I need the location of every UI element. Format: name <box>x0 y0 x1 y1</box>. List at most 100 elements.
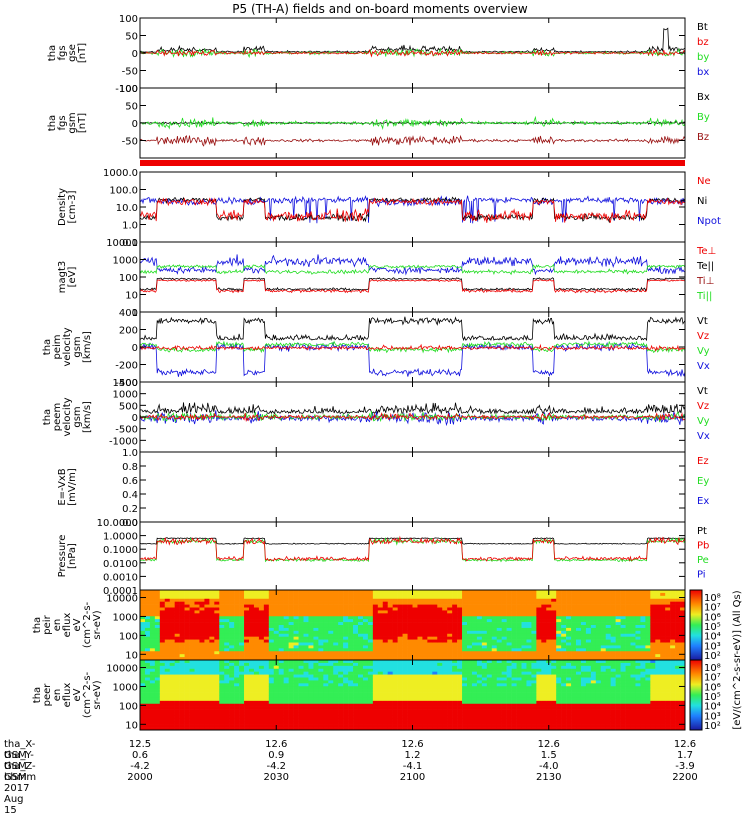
heatmap-cell <box>333 721 338 724</box>
heatmap-cell <box>507 701 512 704</box>
heatmap-cell <box>254 695 259 698</box>
heatmap-cell <box>284 724 289 727</box>
heatmap-cell <box>482 718 487 721</box>
heatmap-cell <box>561 599 566 602</box>
heatmap-cell <box>477 634 482 637</box>
heatmap-cell <box>165 599 170 602</box>
heatmap-cell <box>561 596 566 599</box>
heatmap-cell <box>536 628 541 631</box>
heatmap-cell <box>190 610 195 613</box>
heatmap-cell <box>373 602 378 605</box>
heatmap-cell <box>437 622 442 625</box>
heatmap-cell <box>497 680 502 683</box>
heatmap-cell <box>274 643 279 646</box>
heatmap-cell <box>482 651 487 654</box>
heatmap-cell <box>244 613 249 616</box>
heatmap-cell <box>606 651 611 654</box>
heatmap-cell <box>437 692 442 695</box>
heatmap-cell <box>650 593 655 596</box>
heatmap-cell <box>477 678 482 681</box>
heatmap-cell <box>289 616 294 619</box>
heatmap-cell <box>378 692 383 695</box>
heatmap-cell <box>393 643 398 646</box>
heatmap-cell <box>551 596 556 599</box>
heatmap-cell <box>586 637 591 640</box>
legend-entry: Vt <box>697 316 708 327</box>
heatmap-cell <box>655 616 660 619</box>
heatmap-cell <box>665 648 670 651</box>
series-vt <box>140 317 685 340</box>
heatmap-cell <box>487 651 492 654</box>
heatmap-cell <box>447 695 452 698</box>
heatmap-cell <box>531 605 536 608</box>
heatmap-cell <box>393 675 398 678</box>
heatmap-cell <box>279 625 284 628</box>
heatmap-cell <box>492 610 497 613</box>
heatmap-cell <box>269 669 274 672</box>
heatmap-cell <box>640 640 645 643</box>
heatmap-cell <box>655 610 660 613</box>
heatmap-cell <box>383 680 388 683</box>
heatmap-cell <box>502 631 507 634</box>
heatmap-cell <box>427 689 432 692</box>
heatmap-cell <box>596 651 601 654</box>
heatmap-cell <box>442 625 447 628</box>
heatmap-cell <box>467 666 472 669</box>
heatmap-cell <box>566 707 571 710</box>
heatmap-cell <box>492 672 497 675</box>
heatmap-cell <box>219 622 224 625</box>
heatmap-cell <box>403 715 408 718</box>
heatmap-cell <box>437 669 442 672</box>
heatmap-cell <box>482 602 487 605</box>
heatmap-cell <box>323 704 328 707</box>
heatmap-cell <box>398 680 403 683</box>
heatmap-cell <box>284 675 289 678</box>
heatmap-cell <box>645 637 650 640</box>
heatmap-cell <box>185 678 190 681</box>
heatmap-cell <box>417 645 422 648</box>
heatmap-cell <box>457 599 462 602</box>
heatmap-cell <box>219 683 224 686</box>
heatmap-cell <box>338 675 343 678</box>
heatmap-cell <box>413 704 418 707</box>
heatmap-cell <box>437 698 442 701</box>
heatmap-cell <box>477 628 482 631</box>
heatmap-cell <box>229 692 234 695</box>
heatmap-cell <box>383 710 388 713</box>
heatmap-cell <box>289 689 294 692</box>
heatmap-cell <box>190 602 195 605</box>
y-tick-label: 1.0 <box>122 221 138 232</box>
heatmap-cell <box>323 613 328 616</box>
heatmap-cell <box>234 715 239 718</box>
heatmap-cell <box>472 637 477 640</box>
heatmap-cell <box>358 593 363 596</box>
y-tick-label: 1.0 <box>122 448 138 459</box>
heatmap-cell <box>650 602 655 605</box>
heatmap-cell <box>279 669 284 672</box>
heatmap-cell <box>398 605 403 608</box>
heatmap-cell <box>368 707 373 710</box>
heatmap-cell <box>299 596 304 599</box>
heatmap-cell <box>150 669 155 672</box>
heatmap-cell <box>635 619 640 622</box>
heatmap-cell <box>383 622 388 625</box>
heatmap-cell <box>279 692 284 695</box>
heatmap-cell <box>353 640 358 643</box>
heatmap-cell <box>536 599 541 602</box>
heatmap-cell <box>422 619 427 622</box>
heatmap-cell <box>655 619 660 622</box>
heatmap-cell <box>299 721 304 724</box>
heatmap-cell <box>219 599 224 602</box>
heatmap-cell <box>353 645 358 648</box>
heatmap-cell <box>452 672 457 675</box>
heatmap-cell <box>502 713 507 716</box>
heatmap-cell <box>214 619 219 622</box>
heatmap-cell <box>611 634 616 637</box>
heatmap-cell <box>195 631 200 634</box>
heatmap-cell <box>150 672 155 675</box>
heatmap-cell <box>368 701 373 704</box>
heatmap-cell <box>457 718 462 721</box>
heatmap-cell <box>175 654 180 657</box>
heatmap-cell <box>487 599 492 602</box>
heatmap-cell <box>551 622 556 625</box>
